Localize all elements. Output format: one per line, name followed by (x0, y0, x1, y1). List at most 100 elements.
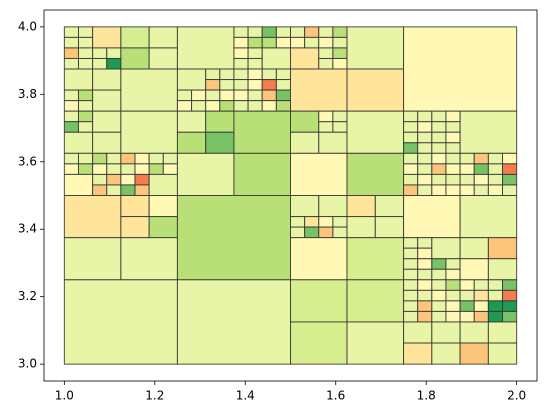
quadtree-cell (275, 89, 291, 102)
quadtree-cell (191, 89, 207, 102)
quadtree-cell (346, 216, 376, 239)
quadtree-cell (92, 68, 122, 91)
quadtree-cell (120, 237, 178, 281)
quadtree-cell (176, 100, 193, 112)
quadtree-cell (318, 216, 334, 228)
x-tick-label: 1.0 (55, 389, 74, 403)
quadtree-cell (106, 163, 122, 175)
quadtree-cell (417, 152, 433, 165)
quadtree-cell (63, 131, 94, 154)
y-tick-label: 4.0 (18, 19, 37, 33)
quadtree-cell (487, 258, 518, 281)
x-tick-label: 1.6 (326, 389, 345, 403)
quadtree-cell (473, 173, 489, 186)
quadtree-cell (63, 100, 79, 112)
quadtree-cell (459, 289, 475, 302)
quadtree-cell (233, 57, 249, 70)
quadtree-cell (473, 300, 489, 312)
quadtree-cell (403, 342, 433, 365)
quadtree-cell (290, 195, 320, 218)
quadtree-cell (487, 152, 504, 165)
quadtree-cell (261, 79, 277, 91)
quadtree-cell (120, 26, 150, 49)
quadtree-cell (431, 279, 447, 291)
quadtree-cell (77, 36, 94, 49)
quadtree-cell (332, 121, 348, 133)
quadtree-cell (77, 121, 94, 133)
quadtree-cell (403, 184, 419, 196)
quadtree-cell (487, 237, 518, 260)
quadtree-cell (247, 47, 263, 59)
quadtree-cell (247, 36, 263, 49)
quadtree-cell (290, 279, 348, 323)
quadtree-cell (417, 131, 433, 144)
quadtree-cell (275, 79, 291, 91)
quadtree-cell (318, 57, 334, 70)
quadtree-cell (106, 184, 122, 196)
quadtree-cell (134, 173, 150, 186)
quadtree-cell (403, 300, 419, 312)
quadtree-cell (247, 26, 263, 38)
quadtree-cell (445, 142, 461, 154)
quadtree-cell (261, 100, 277, 112)
quadtree-cell (431, 131, 447, 144)
quadtree-cell (487, 184, 504, 196)
quadtree-cell (106, 173, 122, 186)
quadtree-cell (459, 258, 489, 281)
quadtree-cell (261, 89, 277, 102)
x-tick-label: 1.2 (145, 389, 164, 403)
quadtree-cell (473, 184, 489, 196)
quadtree-cell (290, 110, 320, 133)
quadtree-cell (176, 131, 207, 154)
quadtree-cell (431, 289, 447, 302)
quadtree-cell (459, 237, 489, 260)
quadtree-cell (92, 47, 108, 59)
quadtree-cell (487, 310, 504, 323)
quadtree-cell (487, 173, 504, 186)
quadtree-cell (205, 89, 221, 102)
quadtree-cell (445, 121, 461, 133)
quadtree-cell (92, 184, 108, 196)
quadtree-cell (120, 110, 178, 154)
quadtree-cell (403, 110, 419, 123)
quadtree-cell (417, 268, 433, 281)
quadtree-cell (473, 279, 489, 291)
quadtree-cell (403, 152, 419, 165)
quadtree-cell (318, 121, 334, 133)
x-tick-label: 1.8 (417, 389, 436, 403)
quadtree-cell (403, 195, 461, 239)
quadtree-cell (403, 310, 419, 323)
quadtree-cell (77, 100, 94, 112)
y-tick-label: 3.4 (18, 222, 37, 236)
quadtree-cell (63, 237, 122, 281)
x-tick-label: 1.4 (236, 389, 255, 403)
quadtree-cell (106, 47, 122, 59)
quadtree-cell (247, 79, 263, 91)
quadtree-cell (290, 216, 306, 228)
quadtree-cell (261, 36, 277, 49)
quadtree-cell (487, 289, 504, 302)
quadtree-cell (205, 68, 221, 81)
quadtree-cell (431, 173, 447, 186)
quadtree-cell (445, 163, 461, 175)
quadtree-cell (318, 36, 334, 49)
quadtree-cell (403, 173, 419, 186)
quadtree-cell (431, 110, 447, 123)
quadtree-cell (417, 173, 433, 186)
quadtree-cell (346, 152, 405, 197)
quadtree-cell (92, 110, 122, 133)
quadtree-cell (219, 100, 235, 112)
quadtree-cell (431, 121, 447, 133)
quadtree-cell (487, 321, 518, 344)
quadtree-cell (304, 36, 320, 49)
quadtree-cell (502, 279, 518, 291)
quadtree-cell (459, 321, 489, 344)
quadtree-cell (304, 226, 320, 239)
quadtree-cell (473, 310, 489, 323)
quadtree-cell (205, 131, 235, 154)
quadtree-cell (205, 110, 235, 133)
quadtree-cell (318, 26, 334, 38)
quadtree-cell (290, 26, 306, 38)
quadtree-cell (502, 300, 518, 312)
quadtree-cell (403, 26, 518, 112)
